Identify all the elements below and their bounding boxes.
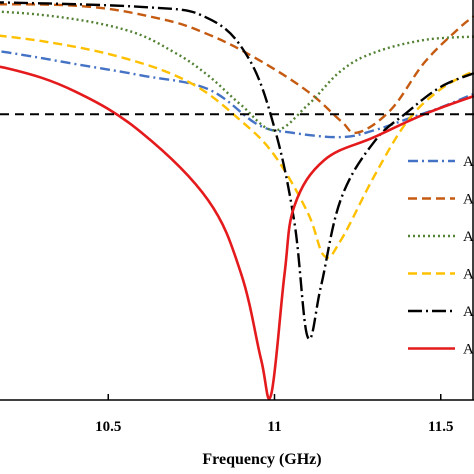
series-line-3 [0, 10, 474, 132]
legend-label-4: A [463, 267, 474, 283]
x-tick-label: 10.5 [95, 419, 121, 435]
series-line-6 [0, 65, 474, 400]
series-line-5 [0, 1, 474, 341]
x-axis-title: Frequency (GHz) [202, 451, 321, 468]
legend-label-3: A [463, 229, 474, 245]
legend-label-1: A [463, 154, 474, 170]
series-line-2 [0, 3, 474, 135]
legend-label-6: A [463, 342, 474, 358]
legend: A A A A A A [408, 154, 474, 358]
x-tick-label: 11 [267, 419, 281, 435]
series-line-4 [0, 34, 474, 259]
axes [0, 0, 474, 401]
x-tick-label: 11.5 [428, 419, 453, 435]
x-ticks: 10.5 11 11.5 [95, 394, 453, 435]
legend-label-5: A [463, 304, 474, 320]
series-line-1 [0, 50, 474, 139]
legend-label-2: A [463, 192, 474, 208]
series-layer [0, 1, 474, 400]
